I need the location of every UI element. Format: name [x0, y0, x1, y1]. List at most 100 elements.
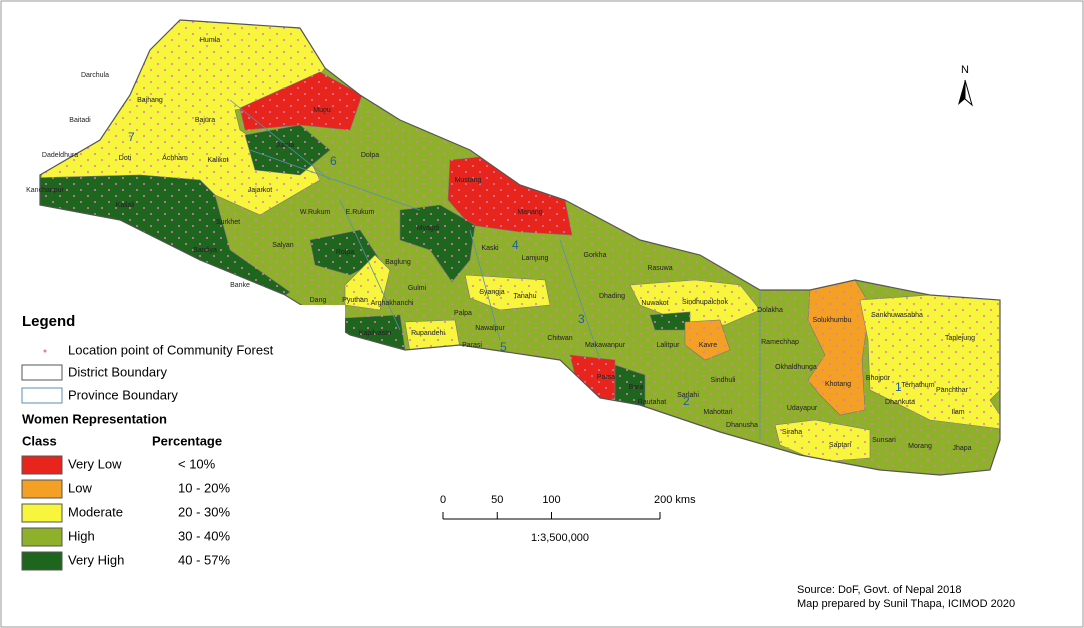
legend-box [15, 305, 345, 585]
district-label: Palpa [454, 310, 472, 317]
district-label: Nawalpur [475, 325, 505, 332]
district-label: Darchula [81, 72, 109, 79]
district-label: Arghakhanchi [371, 300, 414, 307]
district-label: Jumla [276, 142, 295, 149]
source: Source: DoF, Govt. of Nepal 2018 [797, 584, 961, 596]
class-swatch [21, 503, 63, 523]
percentage-header: Percentage [152, 433, 222, 448]
district-label: Banke [230, 282, 250, 289]
district-label: Bhojpur [866, 375, 891, 382]
district-label: Doti [119, 155, 132, 162]
district-label: Jajarkot [248, 187, 273, 194]
country-outline [39, 19, 1001, 476]
district-label: Kailali [116, 202, 135, 209]
district-label: Manang [517, 209, 542, 216]
district-label: Parsa [597, 374, 615, 381]
district-label: Kaski [481, 245, 499, 252]
province-label: 6 [330, 154, 337, 168]
district-label: Taplejung [945, 335, 975, 342]
district-label: W.Rukum [300, 209, 331, 216]
class-name: Very Low [68, 456, 122, 471]
legend-item: Province Boundary [68, 387, 178, 402]
province-label: 2 [683, 394, 690, 408]
district-label: Tanahu [514, 293, 537, 300]
scale-label: 100 [542, 494, 560, 506]
province-label: 3 [578, 312, 585, 326]
district-label: Mustang [455, 177, 482, 184]
district-label: Sunsari [872, 437, 896, 444]
legend-item: District Boundary [68, 364, 167, 379]
scale-label: 0 [440, 494, 446, 506]
district-label: Dang [310, 297, 327, 304]
class-name: High [68, 528, 95, 543]
class-range: 30 - 40% [178, 528, 230, 543]
district-label: Okhaldhunga [775, 364, 817, 371]
district-label: Jhapa [952, 445, 971, 452]
class-swatch [21, 551, 63, 571]
district-label: Kavre [699, 342, 717, 349]
class-swatch [21, 527, 63, 547]
district-label: Humla [200, 37, 220, 44]
district-label: Saptari [829, 442, 852, 449]
district-label: Sarlahi [677, 392, 699, 399]
district-label: Dolpa [361, 152, 379, 159]
district-label: Kalikot [207, 157, 228, 164]
scale-label: 50 [491, 494, 503, 506]
district-label: Khotang [825, 381, 851, 388]
district-label: Gorkha [584, 252, 607, 259]
district-label: Dolakha [757, 307, 783, 314]
district-label: Ilam [951, 409, 964, 416]
class-header: Class [22, 433, 57, 448]
district-label: Dhading [599, 293, 625, 300]
district-label: Siraha [782, 429, 802, 436]
class-range: 40 - 57% [178, 552, 230, 567]
district-label: Rasuwa [647, 265, 672, 272]
north-arrow [958, 79, 973, 107]
district-label: Gulmi [408, 285, 427, 292]
legend-title: Legend [22, 313, 75, 330]
district-label: Myagdi [417, 225, 440, 232]
legend-subtitle: Women Representation [22, 411, 167, 426]
district-label: Mahottari [703, 409, 733, 416]
district-label: Bara [629, 384, 644, 391]
district-label: Panchthar [936, 387, 969, 394]
district-symbol [21, 364, 63, 381]
province-symbol [21, 387, 63, 404]
district-label: Nuwakot [641, 300, 668, 307]
district-label: Rupandehi [411, 330, 445, 337]
district-label: Rolpa [336, 249, 354, 256]
district-label: Sankhuwasabha [871, 312, 923, 319]
district-label: Baglung [385, 259, 411, 266]
district-label: Dhankuta [885, 399, 915, 406]
district-label: Udayapur [787, 405, 818, 412]
district-label: Achham [162, 155, 188, 162]
district-label: Bajura [195, 117, 215, 124]
legend-item: Location point of Community Forest [68, 342, 274, 357]
north-label: N [961, 64, 969, 76]
district-label: Terhathum [901, 382, 934, 389]
district-label: Sindhupalchok [682, 299, 728, 306]
province-label: 1 [895, 380, 902, 394]
scale-ratio: 1:3,500,000 [531, 532, 589, 544]
scale-label: 200 kms [654, 494, 696, 506]
district-label: Rautahat [638, 399, 666, 406]
district-label: Pyuthan [342, 297, 368, 304]
credit: Map prepared by Sunil Thapa, ICIMOD 2020 [797, 598, 1015, 610]
class-range: 10 - 20% [178, 480, 230, 495]
district-label: Sindhuli [711, 377, 736, 384]
district-label: Parasi [462, 342, 482, 349]
class-swatch [21, 455, 63, 475]
district-label: Solukhumbu [813, 317, 852, 324]
district-label: Surkhet [216, 219, 240, 226]
district-label: E.Rukum [346, 209, 375, 216]
district-label: Kanchanpur [26, 187, 64, 194]
district-label: Dadeldhura [42, 152, 78, 159]
district-label: Bardiya [193, 247, 217, 254]
province-label: 4 [512, 238, 519, 252]
province-boundaries [229, 99, 761, 440]
class-name: Moderate [68, 504, 123, 519]
class-swatch [21, 479, 63, 499]
district-label: Makawanpur [585, 342, 626, 349]
district-label: Morang [908, 443, 932, 450]
